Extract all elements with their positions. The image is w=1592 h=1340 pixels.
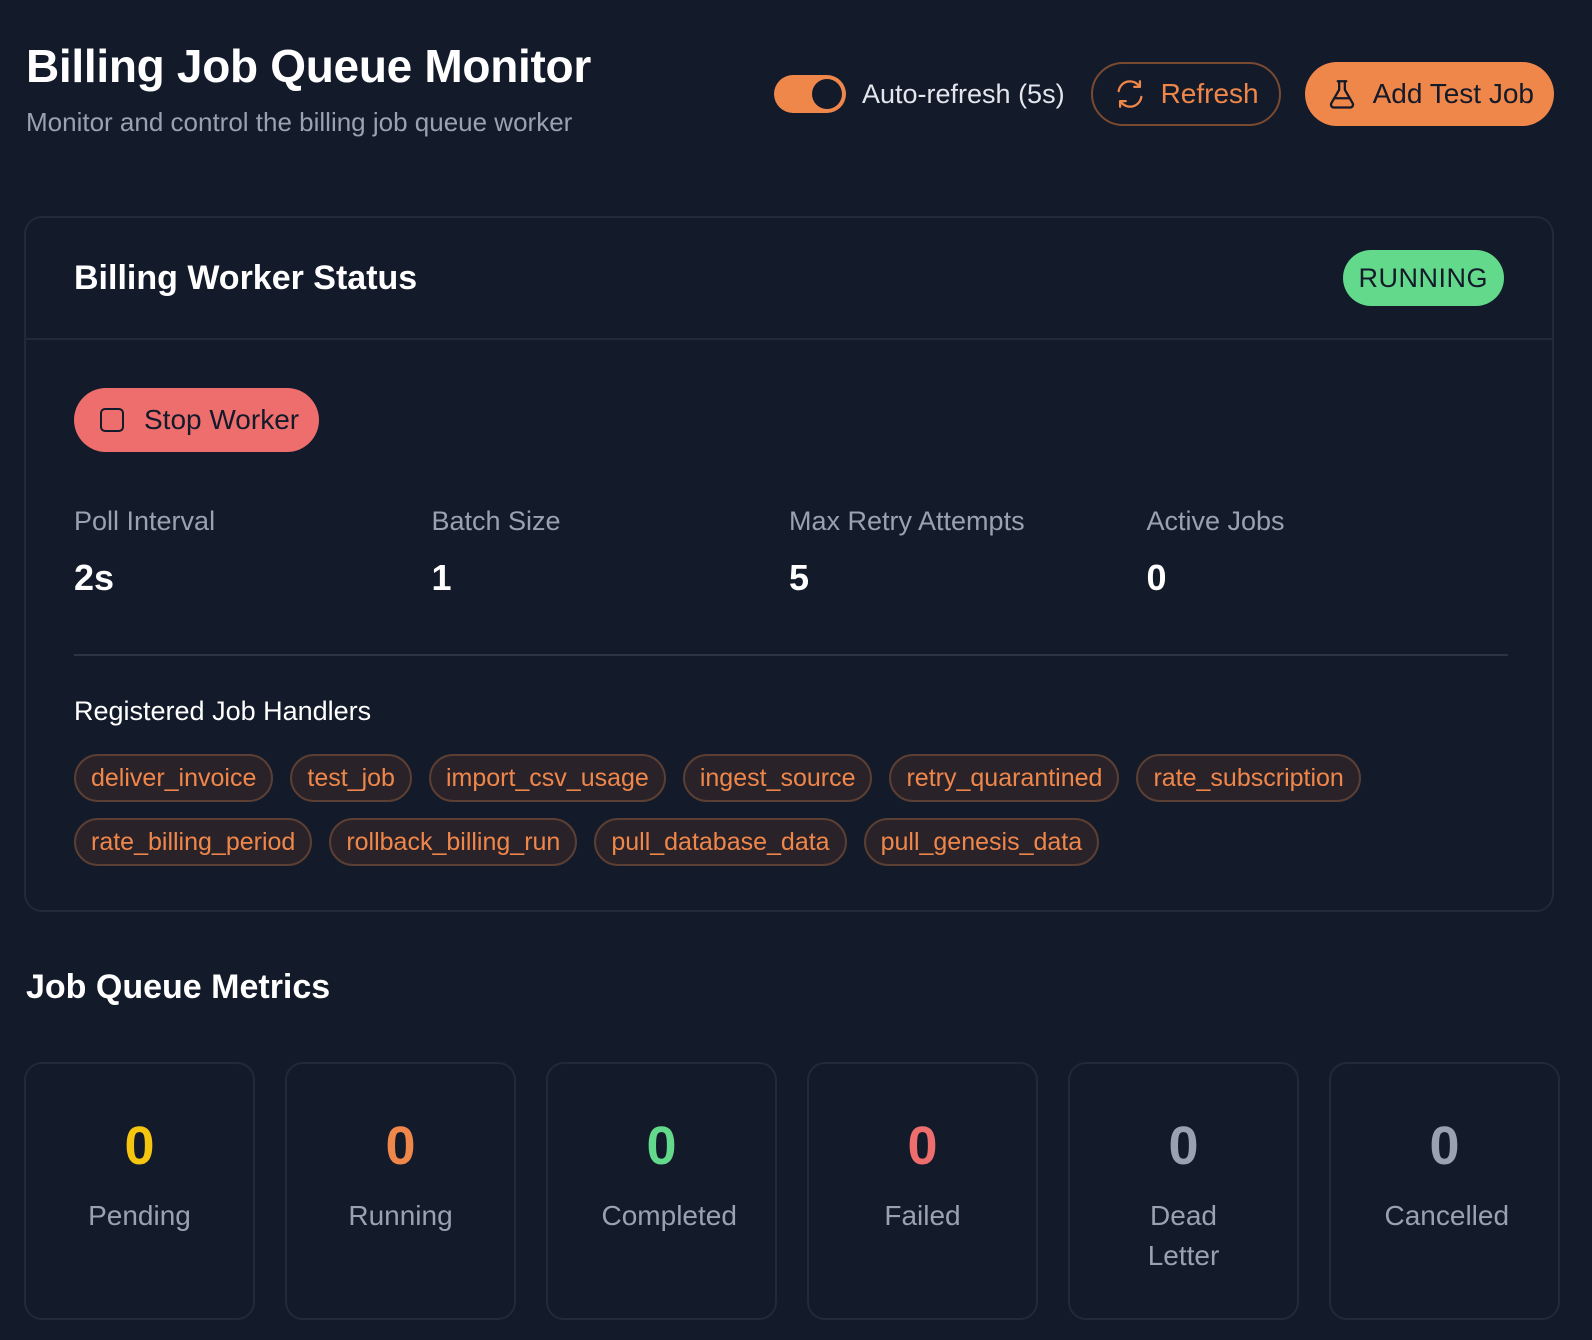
stop-worker-label: Stop Worker (144, 404, 300, 435)
page-subtitle: Monitor and control the billing job queu… (26, 107, 573, 137)
stat-value: 1 (431, 557, 452, 598)
metric-value: 0 (646, 1116, 677, 1176)
auto-refresh-toggle[interactable] (774, 75, 846, 113)
metrics-title: Job Queue Metrics (26, 968, 331, 1006)
handler-pill: import_csv_usage (428, 754, 666, 802)
metric-label: Cancelled (1384, 1200, 1510, 1231)
stat-label: Poll Interval (74, 506, 216, 536)
status-badge: RUNNING (1342, 250, 1504, 306)
worker-status-title: Billing Worker Status (74, 258, 418, 297)
stat-max-retry-attempts: Max Retry Attempts 5 (789, 504, 1147, 598)
metric-value: 0 (124, 1116, 155, 1176)
handler-pill: pull_genesis_data (863, 818, 1100, 866)
metric-completed: 0 Completed (546, 1062, 777, 1320)
metrics-grid: 0 Pending 0 Running 0 Completed 0 Failed… (24, 1062, 1560, 1320)
stat-value: 5 (789, 557, 810, 598)
add-test-job-label: Add Test Job (1372, 78, 1534, 109)
metric-pending: 0 Pending (24, 1062, 255, 1320)
worker-status-card: Billing Worker Status RUNNING Stop Worke… (24, 216, 1554, 912)
handler-pill: pull_database_data (594, 818, 847, 866)
auto-refresh-label: Auto-refresh (5s) (862, 78, 1065, 109)
worker-stats: Poll Interval 2s Batch Size 1 Max Retry … (74, 504, 1504, 598)
handler-pill: rate_billing_period (74, 818, 313, 866)
handlers-title: Registered Job Handlers (74, 696, 372, 726)
metric-value: 0 (907, 1116, 938, 1176)
metric-value: 0 (385, 1116, 416, 1176)
stat-value: 0 (1146, 557, 1167, 598)
metric-label: Running (348, 1200, 453, 1231)
stop-worker-button[interactable]: Stop Worker (74, 388, 320, 452)
stat-active-jobs: Active Jobs 0 (1147, 504, 1505, 598)
metric-label: Completed (601, 1200, 737, 1231)
refresh-button[interactable]: Refresh (1090, 62, 1281, 126)
stat-batch-size: Batch Size 1 (432, 504, 790, 598)
metric-label: Dead Letter (1147, 1200, 1220, 1271)
flask-icon (1329, 80, 1354, 109)
stat-value: 2s (74, 557, 115, 598)
header-actions: Auto-refresh (5s) Refresh Add Test Job (774, 62, 1554, 126)
metric-value: 0 (1429, 1116, 1460, 1176)
handler-list: deliver_invoice test_job import_csv_usag… (74, 754, 1474, 882)
toggle-knob (812, 79, 842, 109)
metric-value: 0 (1168, 1116, 1199, 1176)
refresh-icon (1117, 80, 1143, 108)
section-divider (74, 654, 1508, 656)
handler-pill: retry_quarantined (889, 754, 1120, 802)
handler-pill: ingest_source (682, 754, 873, 802)
handler-pill: rollback_billing_run (329, 818, 578, 866)
stat-poll-interval: Poll Interval 2s (74, 504, 432, 598)
metric-dead-letter: 0 Dead Letter (1068, 1062, 1299, 1320)
worker-status-header: Billing Worker Status RUNNING (26, 218, 1552, 340)
metric-label: Pending (88, 1200, 191, 1231)
worker-status-body: Stop Worker Poll Interval 2s Batch Size … (26, 340, 1552, 882)
handler-pill: test_job (290, 754, 412, 802)
stat-label: Active Jobs (1146, 506, 1285, 536)
handler-pill: rate_subscription (1136, 754, 1361, 802)
stat-label: Max Retry Attempts (789, 506, 1025, 536)
metric-label: Failed (884, 1200, 961, 1231)
metric-cancelled: 0 Cancelled (1329, 1062, 1560, 1320)
stop-icon (100, 408, 124, 432)
metric-failed: 0 Failed (807, 1062, 1038, 1320)
page-header: Billing Job Queue Monitor Monitor and co… (26, 38, 1552, 138)
add-test-job-button[interactable]: Add Test Job (1304, 62, 1554, 126)
stat-label: Batch Size (431, 506, 561, 536)
refresh-label: Refresh (1160, 78, 1259, 109)
page-title: Billing Job Queue Monitor (26, 40, 591, 92)
metric-running: 0 Running (285, 1062, 516, 1320)
handler-pill: deliver_invoice (74, 754, 274, 802)
